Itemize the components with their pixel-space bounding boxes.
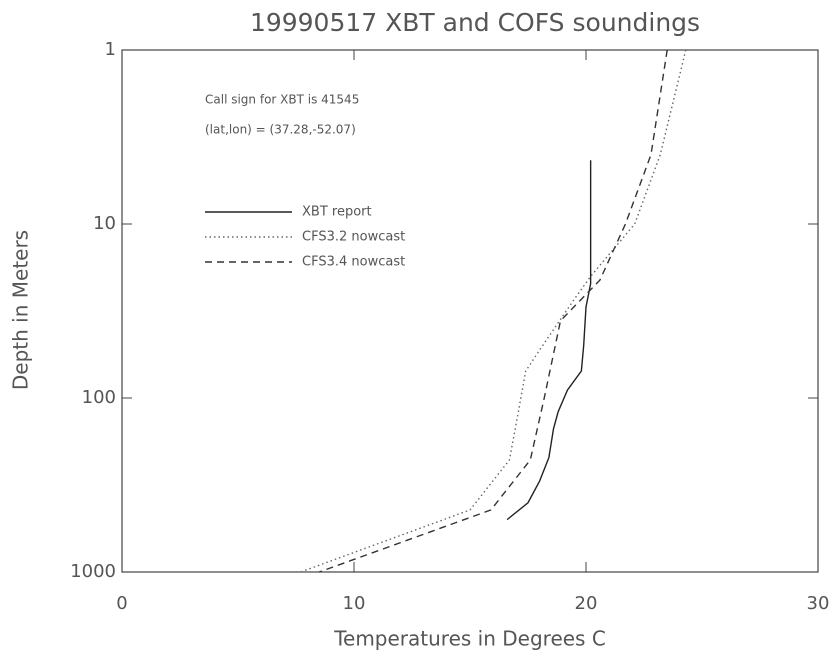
x-axis-label: Temperatures in Degrees C [333,627,606,651]
plot-frame [121,49,819,573]
data-line [300,49,687,573]
data-line [506,160,592,521]
x-tick-label: 20 [575,593,598,614]
y-tick-label: 10 [93,213,116,234]
y-tick-label: 100 [82,387,116,408]
legend-label: CFS3.4 nowcast [302,255,405,270]
annotation: (lat,lon) = (37.28,-52.07) [205,123,356,137]
x-tick-label: 30 [807,593,830,614]
chart-title: 19990517 XBT and COFS soundings [250,8,700,37]
legend-label: XBT report [302,205,372,220]
x-tick-label: 10 [343,593,366,614]
annotation: Call sign for XBT is 41545 [205,93,359,107]
data-line [318,49,668,573]
y-tick-label: 1 [105,39,116,60]
x-tick-label: 0 [116,593,127,614]
legend-label: CFS3.2 nowcast [302,230,405,245]
y-axis-label: Depth in Meters [9,230,33,390]
y-tick-label: 1000 [70,561,116,582]
